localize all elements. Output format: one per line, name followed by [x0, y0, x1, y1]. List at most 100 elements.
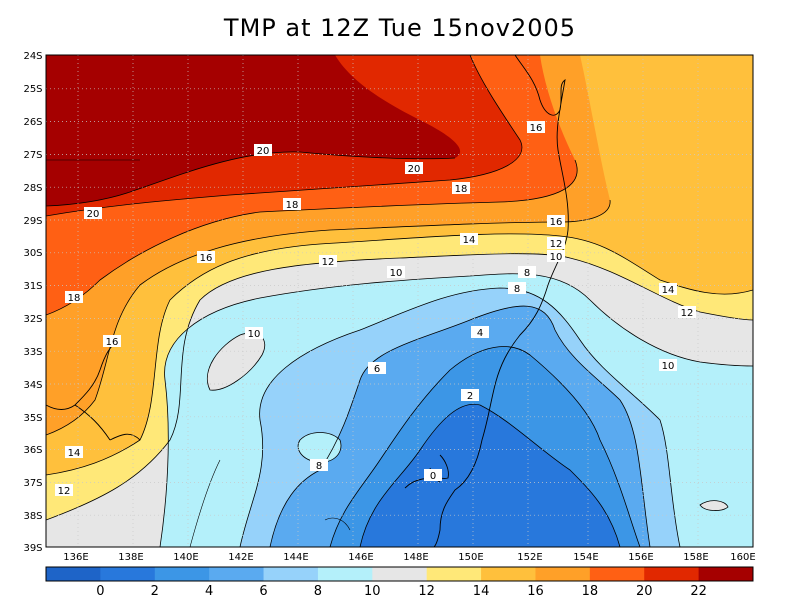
- colorbar-swatches: [46, 567, 754, 581]
- lat-tick-label: 39S: [23, 543, 42, 554]
- colorbar-label: 18: [582, 584, 599, 599]
- contour-label: 20: [257, 146, 270, 157]
- contour-label: 12: [681, 308, 694, 319]
- contour-label: 6: [374, 364, 380, 375]
- band-above-22: [46, 55, 461, 206]
- contour-label: 14: [463, 235, 476, 246]
- island-8-10: [298, 432, 341, 463]
- contour-label: 12: [322, 257, 335, 268]
- colorbar-swatch: [100, 567, 156, 581]
- contour-label: 16: [530, 123, 543, 134]
- colorbar-label: 2: [151, 584, 159, 599]
- lat-tick-label: 38S: [23, 511, 42, 522]
- colorbar-swatch: [535, 567, 591, 581]
- contour-label: 10: [248, 329, 261, 340]
- colorbar-swatch: [263, 567, 319, 581]
- lon-tick-label: 142E: [228, 552, 253, 563]
- lon-tick-label: 138E: [118, 552, 143, 563]
- colorbar-swatch: [372, 567, 428, 581]
- lon-tick-label: 158E: [683, 552, 708, 563]
- map-title: TMP at 12Z Tue 15nov2005: [223, 14, 577, 42]
- lat-tick-label: 30S: [23, 248, 42, 259]
- contour-label: 16: [200, 253, 213, 264]
- lon-tick-label: 156E: [628, 552, 653, 563]
- lat-tick-label: 34S: [23, 380, 42, 391]
- lat-tick-label: 24S: [23, 51, 42, 62]
- lon-tick-label: 144E: [283, 552, 308, 563]
- contour-label: 18: [286, 200, 299, 211]
- lon-tick-label: 136E: [63, 552, 88, 563]
- lat-tick-label: 29S: [23, 216, 42, 227]
- lon-tick-label: 140E: [173, 552, 198, 563]
- colorbar-label: 8: [314, 584, 322, 599]
- lon-tick-label: 150E: [458, 552, 483, 563]
- band-0-2: [360, 404, 620, 547]
- contour-label: 12: [550, 239, 563, 250]
- latitude-axis: 24S 25S 26S 27S 28S 29S 30S 31S 32S 33S …: [23, 51, 42, 554]
- lon-tick-label: 148E: [403, 552, 428, 563]
- state-borders: [46, 159, 351, 547]
- contour-label: 18: [455, 184, 468, 195]
- contour-label: 16: [106, 337, 119, 348]
- lat-tick-label: 35S: [23, 413, 42, 424]
- lat-tick-label: 31S: [23, 281, 42, 292]
- contour-label: 20: [87, 209, 100, 220]
- colorbar-label: 10: [364, 584, 381, 599]
- colorbar-swatch: [589, 567, 645, 581]
- longitude-axis: 136E 138E 140E 142E 144E 146E 148E 150E …: [63, 552, 755, 563]
- contour-label: 10: [662, 361, 675, 372]
- contour-label: 0: [430, 471, 436, 482]
- colorbar-swatch: [426, 567, 482, 581]
- contour-label: 10: [390, 268, 403, 279]
- contour-label: 20: [408, 164, 421, 175]
- lat-tick-label: 28S: [23, 183, 42, 194]
- island-10-12: [207, 332, 265, 391]
- colorbar-label: 0: [96, 584, 104, 599]
- colorbar-swatch: [209, 567, 265, 581]
- colorbar-swatch: [644, 567, 700, 581]
- contour-labels: 20 20 20 18 18 18 16 16 16 16 14 14 14 1…: [55, 121, 696, 497]
- lon-tick-label: 160E: [730, 552, 755, 563]
- colorbar-label: 6: [259, 584, 267, 599]
- lon-tick-label: 154E: [573, 552, 598, 563]
- contour-label: 8: [524, 268, 530, 279]
- island-east-10-12: [700, 500, 728, 511]
- contour-label: 4: [477, 328, 483, 339]
- lon-tick-label: 146E: [348, 552, 373, 563]
- shaded-field: [46, 55, 753, 547]
- colorbar-label: 16: [527, 584, 544, 599]
- colorbar-swatch: [481, 567, 536, 581]
- lat-tick-label: 36S: [23, 445, 42, 456]
- colorbar-label: 4: [205, 584, 213, 599]
- lat-tick-label: 27S: [23, 150, 42, 161]
- plot-frame: [45, 54, 754, 548]
- lat-tick-label: 26S: [23, 117, 42, 128]
- colorbar-label: 12: [418, 584, 435, 599]
- contour-label: 8: [316, 461, 322, 472]
- contour-label: 18: [68, 293, 81, 304]
- coastline: [46, 55, 569, 547]
- contour-label: 8: [514, 284, 520, 295]
- contour-label: 14: [662, 285, 675, 296]
- colorbar: 0 2 4 6 8 10 12 14 16 18 20 22: [45, 566, 754, 599]
- colorbar-label: 20: [636, 584, 653, 599]
- colorbar-label: 14: [473, 584, 490, 599]
- contour-label: 2: [467, 391, 473, 402]
- contour-label: 16: [550, 217, 563, 228]
- colorbar-swatch: [317, 567, 373, 581]
- colorbar-frame: [45, 566, 754, 582]
- colorbar-swatch: [698, 567, 754, 581]
- lon-tick-label: 152E: [517, 552, 542, 563]
- lat-tick-label: 25S: [23, 84, 42, 95]
- lat-tick-label: 33S: [23, 347, 42, 358]
- lat-tick-label: 37S: [23, 478, 42, 489]
- lat-tick-label: 32S: [23, 314, 42, 325]
- colorbar-label: 22: [690, 584, 707, 599]
- colorbar-swatch: [154, 567, 210, 581]
- colorbar-labels: 0 2 4 6 8 10 12 14 16 18 20 22: [96, 584, 707, 599]
- contour-label: 14: [68, 448, 81, 459]
- contour-label: 10: [550, 252, 563, 263]
- contour-label: 12: [58, 486, 71, 497]
- contour-lines: [46, 55, 753, 547]
